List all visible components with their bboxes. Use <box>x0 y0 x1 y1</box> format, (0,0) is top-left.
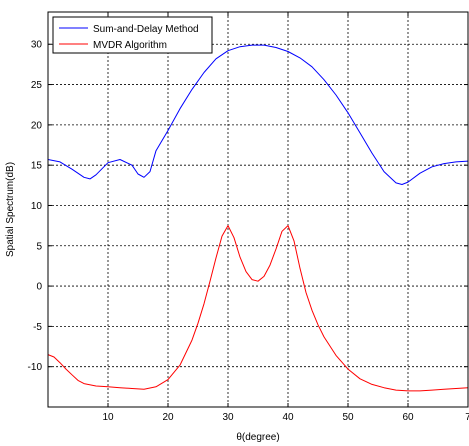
x-tick-label: 60 <box>402 412 414 423</box>
x-tick-label: 20 <box>162 412 174 423</box>
y-tick-label: 15 <box>31 161 43 172</box>
x-axis-label: θ(degree) <box>236 432 279 443</box>
y-tick-label: 20 <box>31 120 43 131</box>
y-tick-label: -5 <box>33 322 42 333</box>
legend-box <box>52 16 213 54</box>
x-tick-label: 50 <box>342 412 354 423</box>
plot-frame <box>47 11 469 408</box>
legend-label-sum-and-delay: Sum-and-Delay Method <box>93 24 199 35</box>
y-tick-label: 30 <box>31 40 43 51</box>
y-tick-label: 25 <box>31 80 43 91</box>
legend-label-mvdr: MVDR Algorithm <box>93 40 167 51</box>
series-lines <box>47 44 469 392</box>
series-line-mvdr <box>47 225 469 392</box>
legend: Sum-and-Delay Method MVDR Algorithm <box>52 16 213 54</box>
ticks: 10 20 30 40 50 60 7 -10 -5 0 5 10 15 20 25 30 <box>28 12 469 423</box>
y-tick-label: 10 <box>31 201 43 212</box>
y-tick-label: 5 <box>36 241 42 252</box>
x-tick-label: 7 <box>465 412 469 423</box>
y-tick-label: -10 <box>28 362 43 373</box>
y-tick-label: 0 <box>36 282 42 293</box>
grid <box>48 12 468 407</box>
x-tick-label: 30 <box>222 412 234 423</box>
y-axis-label: Spatial Spectrum(dB) <box>5 162 16 257</box>
series-line-sum-and-delay <box>47 44 469 185</box>
x-tick-label: 10 <box>102 412 114 423</box>
x-tick-label: 40 <box>282 412 294 423</box>
